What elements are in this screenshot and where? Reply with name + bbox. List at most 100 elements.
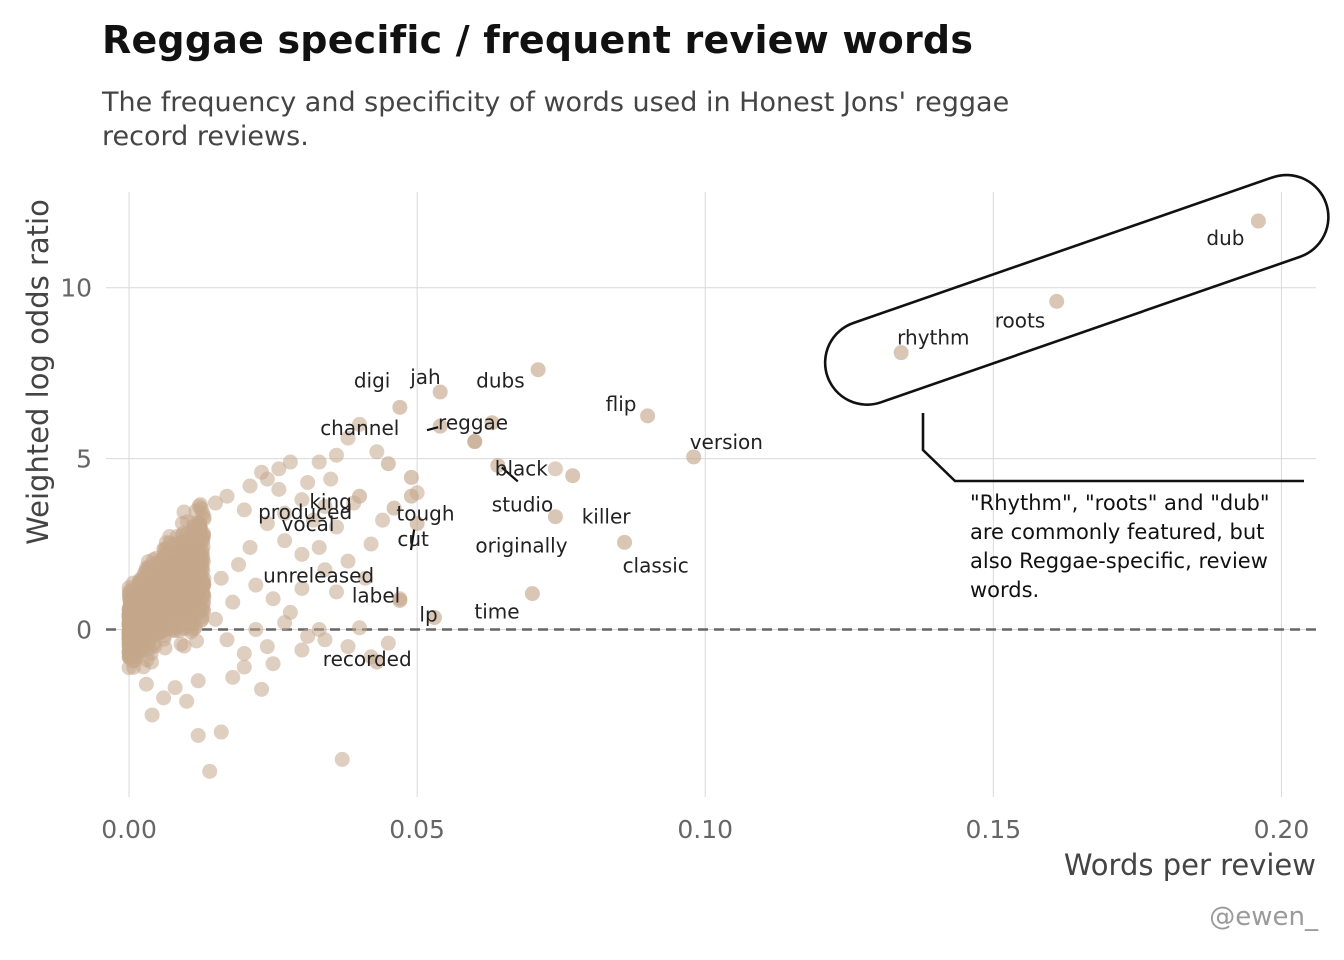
word-point-label	[392, 592, 408, 608]
x-axis-title: Words per review	[1064, 848, 1316, 882]
word-label-recorded: recorded	[323, 647, 412, 671]
point-cloud	[121, 416, 563, 779]
word-point	[236, 645, 252, 661]
cloud-point	[176, 504, 192, 520]
word-point	[265, 656, 281, 672]
word-label-dub: dub	[1206, 226, 1244, 250]
word-point	[254, 681, 270, 697]
word-point	[196, 509, 212, 525]
word-point-lp	[426, 610, 442, 626]
word-point	[357, 570, 373, 586]
word-point	[300, 475, 316, 491]
cloud-point	[176, 638, 192, 654]
word-point	[311, 622, 327, 638]
cloud-point	[188, 585, 204, 601]
callout-annotation: "Rhythm", "roots" and "dub" are commonly…	[970, 491, 1270, 602]
chart-subtitle: The frequency and specificity of words u…	[102, 87, 1010, 152]
word-label-jah: jah	[409, 365, 441, 389]
word-point-tough	[403, 469, 419, 485]
word-point	[334, 751, 350, 767]
word-label-vocal: vocal	[282, 512, 335, 536]
word-point-killer	[565, 468, 581, 484]
cloud-point	[148, 615, 164, 631]
word-point	[277, 615, 293, 631]
word-point	[305, 512, 321, 528]
word-label-dubs: dubs	[476, 369, 524, 393]
word-point	[294, 492, 310, 508]
cloud-point	[138, 574, 154, 590]
word-point	[328, 584, 344, 600]
word-point-cut	[403, 488, 419, 504]
word-point	[236, 659, 252, 675]
word-point	[328, 519, 344, 535]
word-point-vocal	[352, 488, 368, 504]
word-label-reggae: reggae	[438, 411, 508, 435]
word-point	[294, 546, 310, 562]
word-point	[294, 580, 310, 596]
word-point-roots	[1049, 293, 1065, 309]
word-point	[179, 693, 195, 709]
word-point	[317, 498, 333, 514]
word-label-rhythm: rhythm	[897, 326, 969, 350]
word-label-king: king	[309, 490, 352, 514]
word-label-black: black	[495, 457, 549, 481]
word-point-flip	[640, 408, 656, 424]
word-point-digi	[392, 399, 408, 415]
word-point-reggae	[484, 415, 500, 431]
word-point	[259, 471, 275, 487]
word-label-unreleased: unreleased	[263, 564, 374, 588]
cloud-point	[162, 529, 178, 545]
word-point-version	[686, 449, 702, 465]
word-point	[219, 488, 235, 504]
word-point-recorded	[369, 654, 385, 670]
x-tick-label: 0.10	[677, 815, 733, 844]
word-point	[225, 594, 241, 610]
word-point	[352, 416, 368, 432]
word-point	[190, 727, 206, 743]
word-point	[328, 447, 344, 463]
word-point	[184, 522, 200, 538]
axis-ticks: 0.00 0.05 0.10 0.15 0.20 0 5 10	[60, 274, 1309, 844]
leader-lines	[409, 426, 519, 551]
word-point	[547, 461, 563, 477]
word-point-studio	[490, 457, 506, 473]
word-point	[317, 562, 333, 578]
cloud-point	[122, 601, 138, 617]
word-label-tough: tough	[396, 501, 454, 525]
word-point	[248, 622, 264, 638]
word-point-king	[380, 456, 396, 472]
word-point	[277, 533, 293, 549]
x-tick-label: 0.20	[1254, 815, 1310, 844]
cloud-point	[161, 597, 177, 613]
word-point	[340, 430, 356, 446]
word-point	[340, 553, 356, 569]
word-label-lp: lp	[419, 603, 437, 627]
word-point-produced	[386, 500, 402, 516]
word-point	[340, 639, 356, 655]
highlight-callout	[823, 173, 1330, 483]
word-label-roots: roots	[995, 308, 1046, 332]
word-point-channel	[432, 418, 448, 434]
word-point-dubs	[530, 362, 546, 378]
cloud-point	[159, 584, 175, 600]
word-point	[190, 673, 206, 689]
x-tick-label: 0.15	[965, 815, 1021, 844]
leader-line-unreleased	[409, 529, 416, 551]
word-label-produced: produced	[258, 500, 352, 524]
word-point	[311, 454, 327, 470]
word-point	[265, 591, 281, 607]
word-label-originally: originally	[475, 534, 567, 558]
word-point	[231, 557, 247, 573]
cloud-point	[172, 568, 188, 584]
leader-line-channel	[426, 426, 439, 432]
word-point	[311, 539, 327, 555]
word-point	[380, 635, 396, 651]
word-point	[127, 652, 143, 668]
word-point	[352, 620, 368, 636]
word-point-jah	[432, 384, 448, 400]
word-point	[323, 471, 339, 487]
word-point	[213, 570, 229, 586]
leader-line-studio	[501, 466, 519, 483]
word-point	[156, 690, 172, 706]
